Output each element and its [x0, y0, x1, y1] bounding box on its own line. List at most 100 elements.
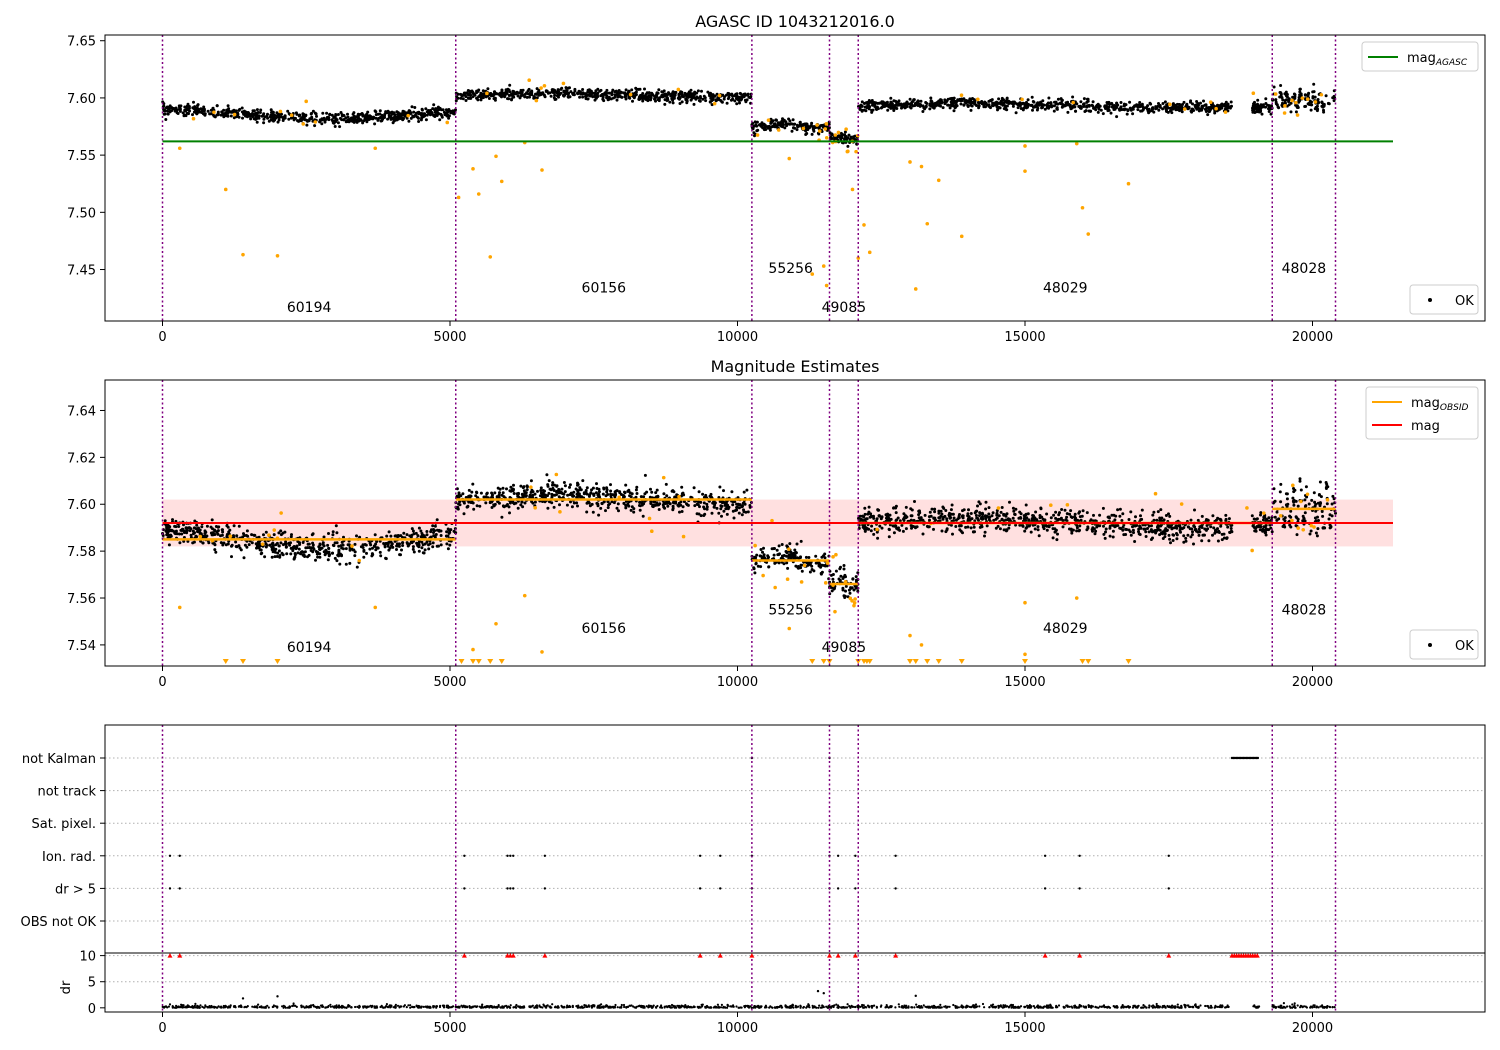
p2-ok-point	[740, 513, 744, 517]
p2-ok-point	[623, 490, 626, 494]
p2-ok-point	[369, 543, 373, 547]
p2-ok-point	[928, 510, 932, 514]
p1-ok-point	[309, 112, 313, 116]
p2-ok-point	[318, 543, 322, 547]
p1-ok-point	[786, 122, 790, 126]
p1-ok-point	[723, 95, 726, 99]
p2-ok-point	[268, 543, 272, 547]
p1-ok-point	[1313, 107, 1317, 111]
p2-ok-point	[941, 517, 945, 521]
p1-ok-point	[464, 95, 468, 99]
p1-ok-point	[1017, 102, 1021, 106]
p1-ok-point	[528, 95, 531, 99]
p1-xtick-label-15000: 15000	[1004, 330, 1045, 345]
p2-ok-point	[983, 530, 987, 534]
p2-ok-point	[458, 500, 462, 504]
p2-ok-point	[411, 545, 415, 549]
p2-ok-point	[291, 549, 295, 553]
p1-ok-point	[680, 93, 684, 97]
p1-ok-point	[167, 107, 171, 111]
p2-ok-point	[341, 543, 345, 547]
p1-ok-point	[401, 109, 405, 113]
p1-ok-point	[451, 109, 455, 113]
p1-ok-point	[948, 106, 952, 110]
p1-ok-point	[1062, 103, 1066, 107]
p2-ok-point	[967, 508, 970, 512]
p1-ok-point	[1283, 92, 1287, 96]
p1-ok-point	[328, 113, 332, 117]
p2-ok-point	[1060, 508, 1064, 511]
p1-ok-point	[862, 102, 866, 105]
p2-ok-point	[664, 482, 668, 486]
p1-ok-point	[1052, 109, 1056, 113]
p1-ok-point	[519, 88, 523, 92]
p1-ok-point	[373, 109, 377, 113]
p2-ok-point	[171, 518, 174, 522]
p1-ok-point	[1294, 110, 1298, 114]
p2-ok-point	[980, 511, 984, 515]
p1-ok-point	[813, 125, 816, 129]
p2-ok-point	[174, 529, 178, 533]
p2-ok-point	[796, 565, 800, 569]
p2-ok-point	[643, 492, 647, 496]
p1-ok-point	[616, 93, 620, 97]
p2-ok-point	[584, 489, 588, 492]
p2-ok-point	[597, 487, 601, 491]
p2-ok-point	[328, 553, 332, 556]
p1-ok-point	[236, 111, 240, 115]
p2-ok-point	[1207, 539, 1211, 543]
p1-ok-point	[584, 92, 588, 96]
p1-bad-point	[628, 92, 633, 97]
p2-ok-point	[1070, 531, 1074, 535]
p1-ok-point	[502, 91, 506, 95]
p2-ok-point	[177, 532, 181, 536]
p2-ok-point	[975, 516, 979, 520]
p2-ok-point	[245, 529, 249, 533]
p2-ok-point	[976, 504, 979, 508]
p2-ok-point	[938, 519, 942, 523]
p1-ok-point	[1064, 101, 1068, 105]
p2-ok-point	[448, 529, 452, 533]
p1-bad-point	[1305, 97, 1310, 101]
p1-ok-point	[1298, 90, 1302, 94]
p1-bad-point	[485, 91, 489, 96]
p2-ok-point	[550, 501, 554, 505]
p2-ok-point	[334, 524, 338, 528]
p2-ok-point	[311, 543, 315, 547]
p2-ok-point	[814, 561, 818, 565]
p2-ok-point	[607, 503, 610, 507]
p2-ok-point	[1192, 542, 1195, 546]
p1-ok-point	[1151, 107, 1154, 111]
p2-ok-point	[894, 519, 898, 523]
p2-ok-point	[415, 541, 419, 545]
p2-ok-point	[722, 509, 726, 513]
p2-ok-point	[474, 494, 478, 498]
p2-ok-point	[785, 554, 788, 558]
p2-ok-point	[662, 492, 666, 496]
p2-ok-point	[585, 510, 589, 514]
p2-ok-point	[1178, 524, 1182, 528]
p2-ok-point	[878, 524, 882, 528]
p1-bad-point	[755, 133, 760, 137]
p2-ok-point	[1068, 512, 1072, 516]
p1-ok-point	[929, 99, 933, 103]
p1-ok-point	[399, 114, 403, 117]
p2-ok-point	[1163, 535, 1167, 539]
p2-ok-point	[744, 510, 748, 514]
p1-ok-point	[262, 121, 266, 125]
p1-ok-point	[1186, 107, 1190, 111]
p1-ok-point	[346, 115, 350, 119]
p1-ok-point	[1026, 98, 1030, 102]
p1-ok-point	[440, 114, 444, 117]
p1-ok-point	[412, 110, 416, 114]
p1-ok-point	[1274, 100, 1278, 104]
p1-ok-point	[227, 107, 231, 111]
p1-ok-point	[508, 83, 512, 87]
p2-ok-point	[1007, 526, 1011, 530]
p1-ok-point	[464, 99, 468, 102]
p1-ok-point	[889, 104, 892, 108]
p1-ok-point	[613, 90, 617, 94]
p2-ok-point	[602, 487, 606, 491]
panel-1-title: AGASC ID 1043212016.0	[695, 12, 895, 31]
p1-ok-point	[1304, 104, 1308, 108]
